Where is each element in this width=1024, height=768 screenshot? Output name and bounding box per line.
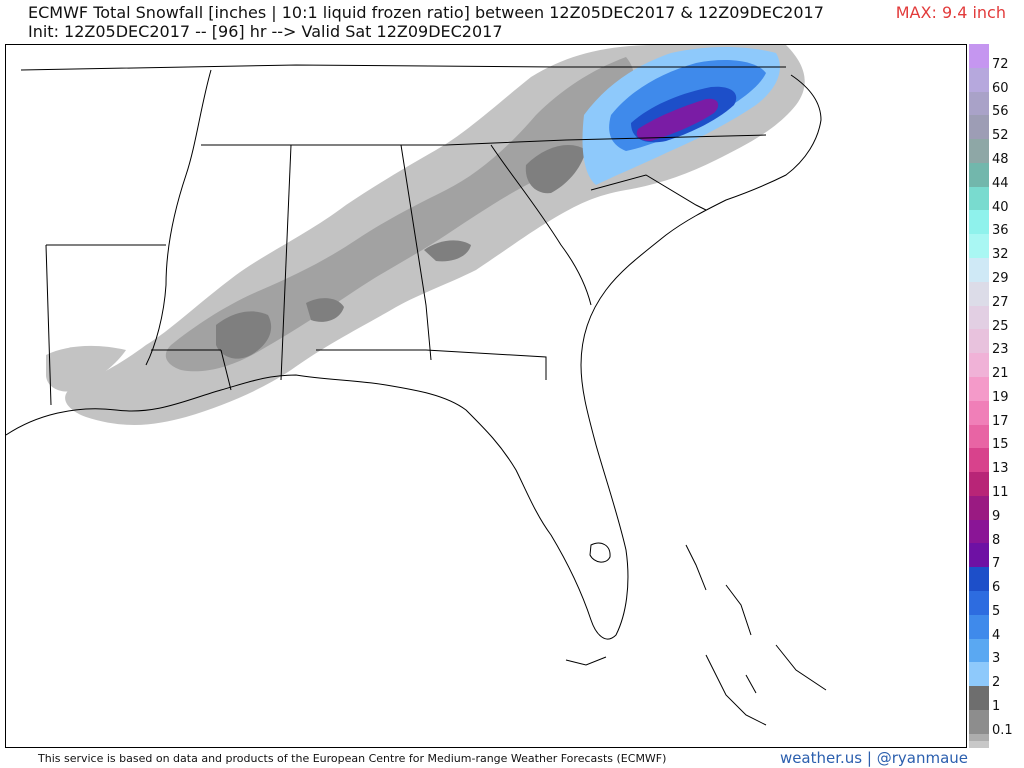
snowfall-shading bbox=[46, 45, 805, 425]
legend-swatch bbox=[969, 591, 989, 616]
legend-swatch bbox=[969, 519, 989, 544]
legend-swatch bbox=[969, 258, 989, 283]
legend-label: 52 bbox=[992, 128, 1009, 144]
legend-swatch bbox=[969, 281, 989, 307]
snow-band-dark-4 bbox=[525, 145, 586, 194]
legend-swatch bbox=[969, 662, 989, 687]
state-border-line bbox=[45, 244, 52, 406]
legend-label: 5 bbox=[992, 603, 1001, 619]
legend-label: 72 bbox=[992, 56, 1009, 72]
legend-swatch bbox=[969, 709, 989, 735]
snow-band-dark-3 bbox=[424, 240, 471, 262]
legend-swatch bbox=[969, 91, 989, 116]
legend-swatch bbox=[969, 567, 989, 592]
legend-swatch bbox=[969, 543, 989, 568]
legend-swatch bbox=[969, 44, 989, 69]
legend-swatch bbox=[969, 733, 989, 742]
bahamas-islands bbox=[725, 584, 752, 636]
lake-okeechobee bbox=[589, 542, 611, 563]
coastlines-and-borders bbox=[6, 64, 827, 726]
brand-link[interactable]: weather.us | @ryanmaue bbox=[779, 749, 968, 767]
legend-label: 4 bbox=[992, 627, 1001, 643]
legend-swatch bbox=[969, 495, 989, 521]
legend-label: 36 bbox=[992, 223, 1009, 239]
legend-label: 60 bbox=[992, 80, 1009, 96]
legend-swatch bbox=[969, 740, 989, 749]
legend-label: 1 bbox=[992, 699, 1001, 715]
legend-swatch bbox=[969, 162, 989, 188]
bahamas-islands bbox=[775, 644, 827, 691]
river-line bbox=[145, 69, 212, 366]
legend-swatch bbox=[969, 614, 989, 640]
state-border-line bbox=[20, 64, 786, 71]
legend-swatch bbox=[969, 67, 989, 93]
florida-keys bbox=[565, 656, 607, 666]
state-border-line bbox=[400, 144, 432, 361]
max-snowfall-label: MAX: 9.4 inch bbox=[895, 3, 1006, 22]
legend-swatch bbox=[969, 424, 989, 449]
snow-band-light-west bbox=[46, 345, 126, 392]
map-canvas bbox=[6, 45, 827, 726]
bahamas-islands bbox=[745, 674, 757, 694]
map-subtitle: Init: 12Z05DEC2017 -- [96] hr --> Valid … bbox=[28, 22, 503, 41]
legend-swatch bbox=[969, 400, 989, 426]
state-border-line bbox=[590, 174, 707, 211]
legend-label: 15 bbox=[992, 437, 1009, 453]
legend-swatch bbox=[969, 353, 989, 378]
legend-label: 19 bbox=[992, 389, 1009, 405]
legend-label: 7 bbox=[992, 556, 1001, 572]
legend-swatch bbox=[969, 210, 989, 235]
legend-label: 25 bbox=[992, 318, 1009, 334]
legend-label: 11 bbox=[992, 485, 1009, 500]
state-border-line bbox=[280, 144, 292, 381]
legend-swatch bbox=[969, 329, 989, 354]
legend-swatch bbox=[969, 686, 989, 711]
legend-label: 17 bbox=[992, 413, 1009, 429]
map-title: ECMWF Total Snowfall [inches | 10:1 liqu… bbox=[28, 3, 824, 22]
snow-band-dark-1 bbox=[216, 311, 272, 359]
snowfall-map bbox=[5, 44, 967, 748]
legend-label: 6 bbox=[992, 580, 1001, 596]
legend-label: 40 bbox=[992, 199, 1009, 215]
legend-label: 44 bbox=[992, 175, 1009, 191]
data-credit: This service is based on data and produc… bbox=[38, 752, 667, 765]
legend-label: 29 bbox=[992, 270, 1009, 286]
snow-core-purple bbox=[636, 98, 719, 141]
legend-label: 23 bbox=[992, 342, 1009, 358]
legend-label: 9 bbox=[992, 508, 1001, 524]
legend-label: 0.1 bbox=[992, 722, 1013, 738]
legend-swatch bbox=[969, 234, 989, 259]
legend-label: 13 bbox=[992, 461, 1009, 477]
state-border-line bbox=[490, 144, 592, 306]
legend-label: 2 bbox=[992, 675, 1001, 691]
legend-label: 27 bbox=[992, 294, 1009, 310]
legend-swatch bbox=[969, 305, 989, 330]
legend-swatch bbox=[969, 186, 989, 211]
state-border-line bbox=[201, 134, 767, 146]
bahamas-islands bbox=[685, 544, 707, 591]
legend-label: 21 bbox=[992, 366, 1009, 382]
coastline bbox=[6, 74, 822, 640]
bahamas-islands bbox=[705, 654, 767, 726]
legend-swatch bbox=[969, 139, 989, 164]
state-border-line bbox=[220, 349, 232, 391]
legend-label: 32 bbox=[992, 247, 1009, 263]
snow-band-mid bbox=[165, 57, 635, 372]
legend-swatch bbox=[969, 376, 989, 402]
legend-swatch bbox=[969, 472, 989, 497]
snowfall-legend: 72 60 56 52 48 44 40 36 32 29 27 25 23 21 19 17 15 13 11 9 8… bbox=[969, 44, 1024, 749]
legend-swatch bbox=[969, 638, 989, 663]
legend-swatch bbox=[969, 115, 989, 140]
legend-label: 48 bbox=[992, 152, 1009, 168]
legend-label: 56 bbox=[992, 104, 1009, 120]
state-border-line bbox=[316, 349, 547, 380]
snow-band-dark-2 bbox=[306, 298, 344, 322]
legend-label: 8 bbox=[992, 532, 1001, 548]
legend-swatch bbox=[969, 448, 989, 473]
legend-label: 3 bbox=[992, 651, 1001, 667]
